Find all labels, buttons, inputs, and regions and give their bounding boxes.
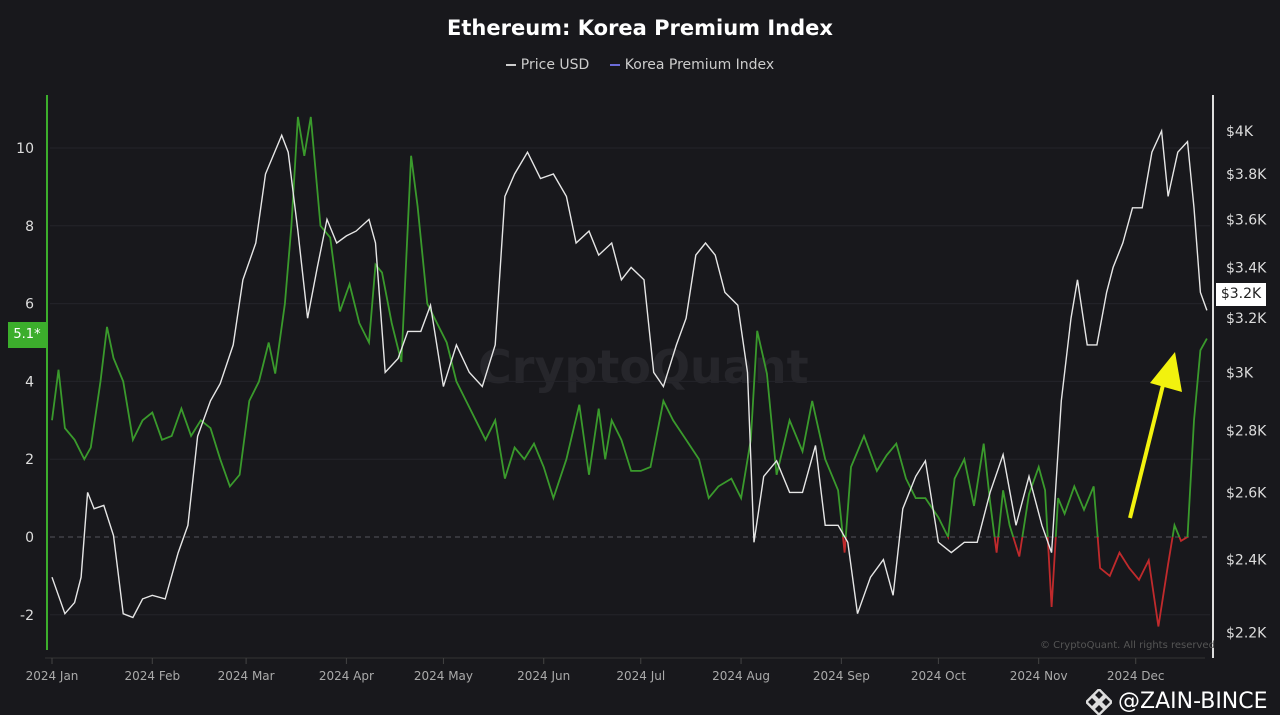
left-tick-label: 0 (25, 530, 34, 546)
grid (50, 147, 1210, 616)
price-line (51, 128, 1208, 619)
left-tick-label: -2 (20, 608, 34, 624)
left-tick-label: 2 (25, 452, 34, 468)
legend-swatch-price (505, 64, 516, 66)
annotation-arrow (1128, 352, 1182, 519)
premium-line-negative (842, 537, 1189, 627)
series-lines (51, 116, 1208, 627)
right-tick-label: $2.2K (1226, 626, 1267, 642)
right-tick-label: $3.4K (1226, 260, 1267, 276)
x-tick-label: 2024 Feb (124, 669, 180, 683)
left-tick-label: 6 (25, 297, 34, 313)
x-tick-label: 2024 Oct (911, 669, 966, 683)
legend-label: Korea Premium Index (624, 57, 775, 73)
x-tick-label: 2024 Mar (218, 669, 275, 683)
legend-item-premium[interactable]: Korea Premium Index (609, 57, 775, 73)
left-tick-label: 8 (25, 219, 34, 235)
right-tick-label: $2.8K (1226, 423, 1267, 439)
current-premium-badge: 5.1* (8, 322, 46, 348)
left-tick-label: 4 (25, 374, 34, 390)
right-tick-label: $3.2K (1226, 311, 1267, 327)
legend-label: Price USD (520, 57, 590, 73)
left-tick-label: 10 (16, 141, 34, 157)
arrow-head (1150, 352, 1182, 392)
x-tick-label: 2024 Nov (1010, 669, 1068, 683)
right-tick-label: $3.8K (1226, 167, 1267, 183)
legend: Price USD Korea Premium Index (0, 57, 1280, 73)
brand-handle: @ZAIN-BINCE (1118, 689, 1268, 714)
x-tick-label: 2024 Apr (319, 669, 374, 683)
binance-logo-icon (1086, 689, 1112, 715)
x-tick-label: 2024 Jun (517, 669, 570, 683)
right-tick-label: $3.6K (1226, 212, 1267, 228)
arrow-shaft (1128, 384, 1165, 519)
x-tick-label: 2024 Dec (1107, 669, 1165, 683)
axes: -2 0 2 4 6 8 10 $2.2K $2.4K $2.6K $2.8K $3K $3.2K $3.… (16, 95, 1267, 683)
premium-line-positive (51, 116, 1208, 537)
chart-title: Ethereum: Korea Premium Index (447, 16, 833, 40)
x-tick-label: 2024 Sep (813, 669, 870, 683)
x-tick-label: 2024 May (414, 669, 473, 683)
right-tick-label: $2.6K (1226, 485, 1267, 501)
right-tick-label: $3K (1226, 365, 1254, 381)
legend-swatch-premium (609, 64, 620, 66)
x-tick-label: 2024 Jan (26, 669, 79, 683)
legend-item-price[interactable]: Price USD (505, 57, 590, 73)
current-price-badge: $3.2K (1216, 283, 1266, 306)
x-tick-label: 2024 Jul (616, 669, 665, 683)
right-tick-label: $2.4K (1226, 553, 1267, 569)
right-tick-label: $4K (1226, 124, 1254, 140)
x-tick-label: 2024 Aug (712, 669, 770, 683)
footer-brand: @ZAIN-BINCE (1086, 689, 1268, 715)
copyright: © CryptoQuant. All rights reserved (1040, 640, 1215, 651)
